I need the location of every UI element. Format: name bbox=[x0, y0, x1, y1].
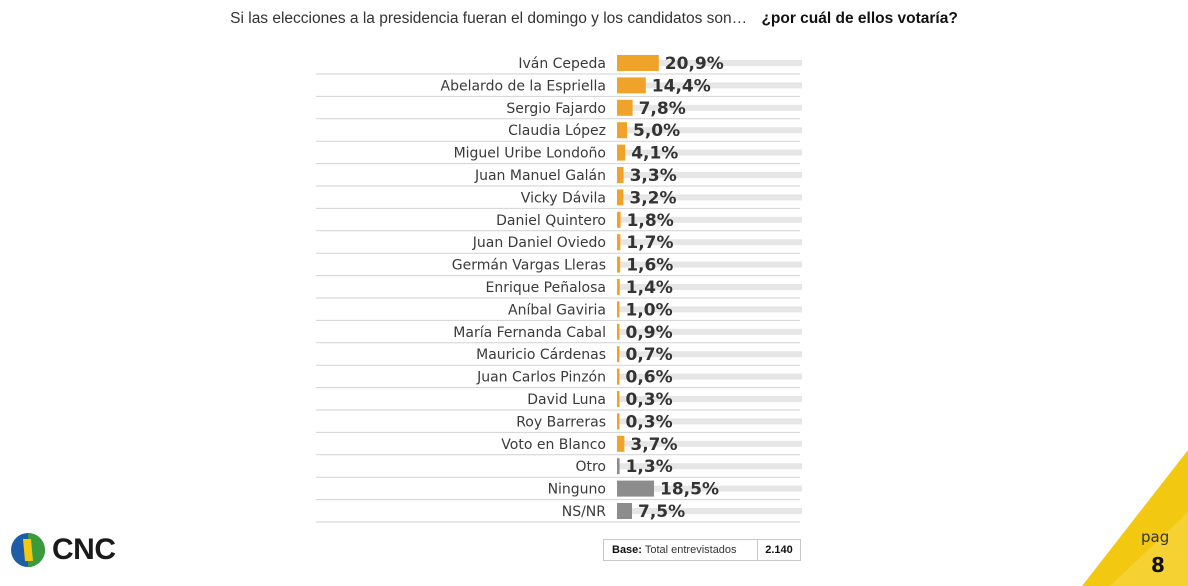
page-label: pag bbox=[1141, 528, 1170, 546]
bar bbox=[617, 99, 633, 116]
title-question: Si las elecciones a la presidencia fuera… bbox=[230, 10, 748, 27]
bar bbox=[617, 480, 654, 497]
bar bbox=[617, 435, 625, 452]
base-value: 2.140 bbox=[757, 540, 800, 560]
category-label: Ninguno bbox=[548, 482, 606, 498]
bar-track bbox=[617, 60, 802, 66]
logo-text: CNC bbox=[52, 533, 116, 566]
cnc-logo: CNC bbox=[10, 532, 116, 568]
value-label: 0,6% bbox=[626, 368, 673, 388]
value-label: 1,6% bbox=[626, 256, 673, 276]
base-box: Base: Total entrevistados 2.140 bbox=[603, 539, 801, 561]
value-label: 14,4% bbox=[652, 76, 711, 96]
bar bbox=[617, 55, 659, 71]
value-label: 1,3% bbox=[626, 457, 673, 477]
value-label: 7,5% bbox=[638, 502, 685, 522]
bar bbox=[617, 458, 620, 475]
title-emphasis: ¿por cuál de ellos votaría? bbox=[761, 10, 958, 27]
category-label: Voto en Blanco bbox=[501, 437, 606, 453]
bar-track bbox=[617, 306, 802, 313]
category-label: Mauricio Cárdenas bbox=[476, 347, 606, 363]
page-number: 8 bbox=[1151, 553, 1165, 577]
value-label: 7,8% bbox=[639, 99, 686, 119]
bar bbox=[617, 189, 624, 206]
bar-track bbox=[617, 508, 802, 514]
category-label: Juan Manuel Galán bbox=[474, 168, 606, 184]
bar bbox=[617, 391, 620, 407]
category-label: Sergio Fajardo bbox=[506, 101, 606, 117]
category-label: Juan Carlos Pinzón bbox=[476, 370, 606, 386]
bar-track bbox=[617, 284, 802, 290]
bar-track bbox=[617, 149, 802, 156]
bar bbox=[617, 122, 627, 139]
bar bbox=[617, 256, 621, 273]
value-label: 18,5% bbox=[660, 480, 719, 500]
base-label: Base: bbox=[612, 544, 642, 556]
bar bbox=[617, 323, 620, 340]
bar bbox=[617, 211, 621, 228]
bar bbox=[617, 301, 620, 318]
category-label: María Fernanda Cabal bbox=[453, 325, 606, 341]
bar-track bbox=[617, 328, 802, 335]
bar-track bbox=[617, 104, 802, 111]
value-label: 3,2% bbox=[629, 188, 676, 208]
category-label: Enrique Peñalosa bbox=[485, 280, 606, 296]
category-label: Otro bbox=[575, 459, 606, 475]
bar-track bbox=[617, 261, 802, 268]
category-label: Abelardo de la Espriella bbox=[441, 78, 606, 94]
base-description: Base: Total entrevistados bbox=[604, 544, 757, 556]
category-label: Daniel Quintero bbox=[496, 213, 606, 229]
value-label: 1,8% bbox=[627, 211, 674, 231]
corner-decoration bbox=[1082, 450, 1188, 586]
bar bbox=[617, 77, 646, 94]
value-label: 5,0% bbox=[633, 121, 680, 141]
value-label: 0,9% bbox=[626, 323, 673, 343]
bar bbox=[617, 144, 626, 161]
value-label: 4,1% bbox=[631, 144, 678, 164]
bar-track bbox=[617, 463, 802, 470]
bar-track bbox=[617, 239, 802, 246]
value-label: 0,3% bbox=[626, 412, 673, 432]
value-label: 3,7% bbox=[630, 435, 677, 455]
bar-track bbox=[617, 485, 802, 492]
value-label: 1,7% bbox=[626, 233, 673, 253]
bar bbox=[617, 346, 620, 363]
category-label: Juan Daniel Oviedo bbox=[472, 235, 606, 251]
value-label: 1,0% bbox=[626, 300, 673, 320]
value-label: 0,7% bbox=[626, 345, 673, 365]
bar bbox=[617, 279, 620, 295]
bar-track bbox=[617, 216, 802, 223]
bar-track bbox=[617, 418, 802, 425]
category-label: Aníbal Gaviria bbox=[508, 302, 606, 318]
bar-track bbox=[617, 373, 802, 380]
category-label: Miguel Uribe Londoño bbox=[454, 146, 606, 162]
value-label: 3,3% bbox=[630, 166, 677, 186]
bar-track bbox=[617, 127, 802, 134]
cnc-logo-icon bbox=[11, 533, 45, 567]
bar-track bbox=[617, 172, 802, 178]
bar bbox=[617, 167, 624, 183]
bar-track bbox=[617, 440, 802, 447]
category-label: Iván Cepeda bbox=[518, 56, 606, 72]
chart-title: Si las elecciones a la presidencia fuera… bbox=[0, 10, 1188, 28]
base-text: Total entrevistados bbox=[644, 544, 737, 556]
value-label: 0,3% bbox=[626, 390, 673, 410]
bar bbox=[617, 503, 632, 519]
bar-track bbox=[617, 351, 802, 358]
bar-track bbox=[617, 396, 802, 402]
bar-track bbox=[617, 194, 802, 201]
category-label: Vicky Dávila bbox=[521, 190, 606, 206]
category-label: David Luna bbox=[527, 392, 606, 408]
bar bbox=[617, 413, 620, 430]
bar bbox=[617, 368, 620, 385]
value-label: 1,4% bbox=[626, 278, 673, 298]
bar bbox=[617, 234, 621, 251]
bar-track bbox=[617, 82, 802, 89]
category-label: Roy Barreras bbox=[516, 414, 606, 430]
category-label: NS/NR bbox=[562, 504, 607, 520]
category-label: Claudia López bbox=[508, 123, 606, 139]
category-label: Germán Vargas Lleras bbox=[452, 258, 606, 274]
value-label: 20,9% bbox=[665, 54, 724, 74]
